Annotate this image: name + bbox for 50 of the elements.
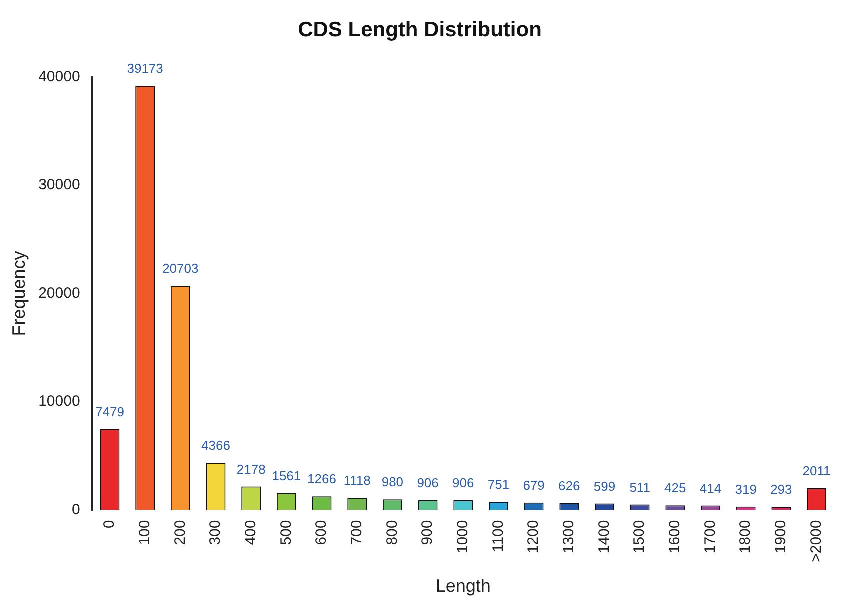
data-label: 679	[523, 478, 545, 493]
x-tick-label: 1800	[737, 520, 754, 554]
chart-title: CDS Length Distribution	[298, 18, 542, 42]
y-axis-title: Frequency	[8, 251, 29, 336]
x-tick-label: 1000	[454, 520, 472, 554]
x-tick-label: 100	[136, 520, 154, 546]
data-label: 1561	[272, 468, 302, 484]
y-tick-label: 40000	[38, 68, 80, 86]
data-label: 20703	[162, 261, 199, 276]
y-tick-label: 0	[72, 501, 80, 518]
data-label: 293	[770, 482, 792, 498]
data-label: 425	[664, 480, 686, 496]
x-tick-label: 1100	[490, 520, 507, 553]
x-tick-label: 900	[419, 520, 436, 546]
data-label: 1118	[344, 473, 371, 488]
x-tick-label: 200	[172, 520, 189, 546]
data-label: 980	[382, 474, 404, 490]
x-tick-label: 600	[313, 520, 330, 546]
data-label: 626	[558, 478, 580, 494]
data-label: 2011	[802, 464, 831, 479]
data-label: 414	[700, 480, 722, 496]
data-label: 751	[488, 477, 510, 492]
x-tick-label: >2000	[808, 520, 825, 562]
x-tick-label: 700	[348, 520, 366, 546]
x-tick-label: 400	[242, 520, 260, 546]
x-tick-label: 1300	[560, 520, 578, 554]
x-tick-label: 800	[384, 520, 401, 546]
data-label: 2178	[236, 462, 266, 477]
data-label: 906	[452, 476, 474, 491]
data-label: 319	[735, 482, 757, 497]
x-tick-label: 1500	[631, 520, 648, 554]
x-tick-label: 1200	[525, 520, 542, 554]
y-tick-label: 10000	[38, 393, 80, 410]
y-tick-label: 30000	[38, 176, 80, 194]
x-tick-label: 300	[207, 520, 224, 546]
x-axis-title: Length	[436, 576, 491, 596]
data-label: 7479	[96, 404, 124, 420]
data-label: 511	[630, 480, 650, 495]
x-tick-label: 500	[278, 520, 295, 546]
x-tick-label: 1900	[772, 520, 790, 554]
data-label: 39173	[127, 61, 164, 76]
data-label: 4366	[202, 438, 230, 454]
x-tick-label: 0	[101, 520, 118, 529]
y-tick-label: 20000	[38, 284, 80, 302]
data-label: 1266	[308, 472, 336, 487]
x-tick-label: 1400	[596, 520, 613, 554]
x-tick-label: 1700	[702, 520, 719, 554]
data-label: 599	[594, 478, 616, 494]
x-tick-label: 1600	[666, 520, 684, 554]
data-label: 906	[417, 476, 439, 491]
